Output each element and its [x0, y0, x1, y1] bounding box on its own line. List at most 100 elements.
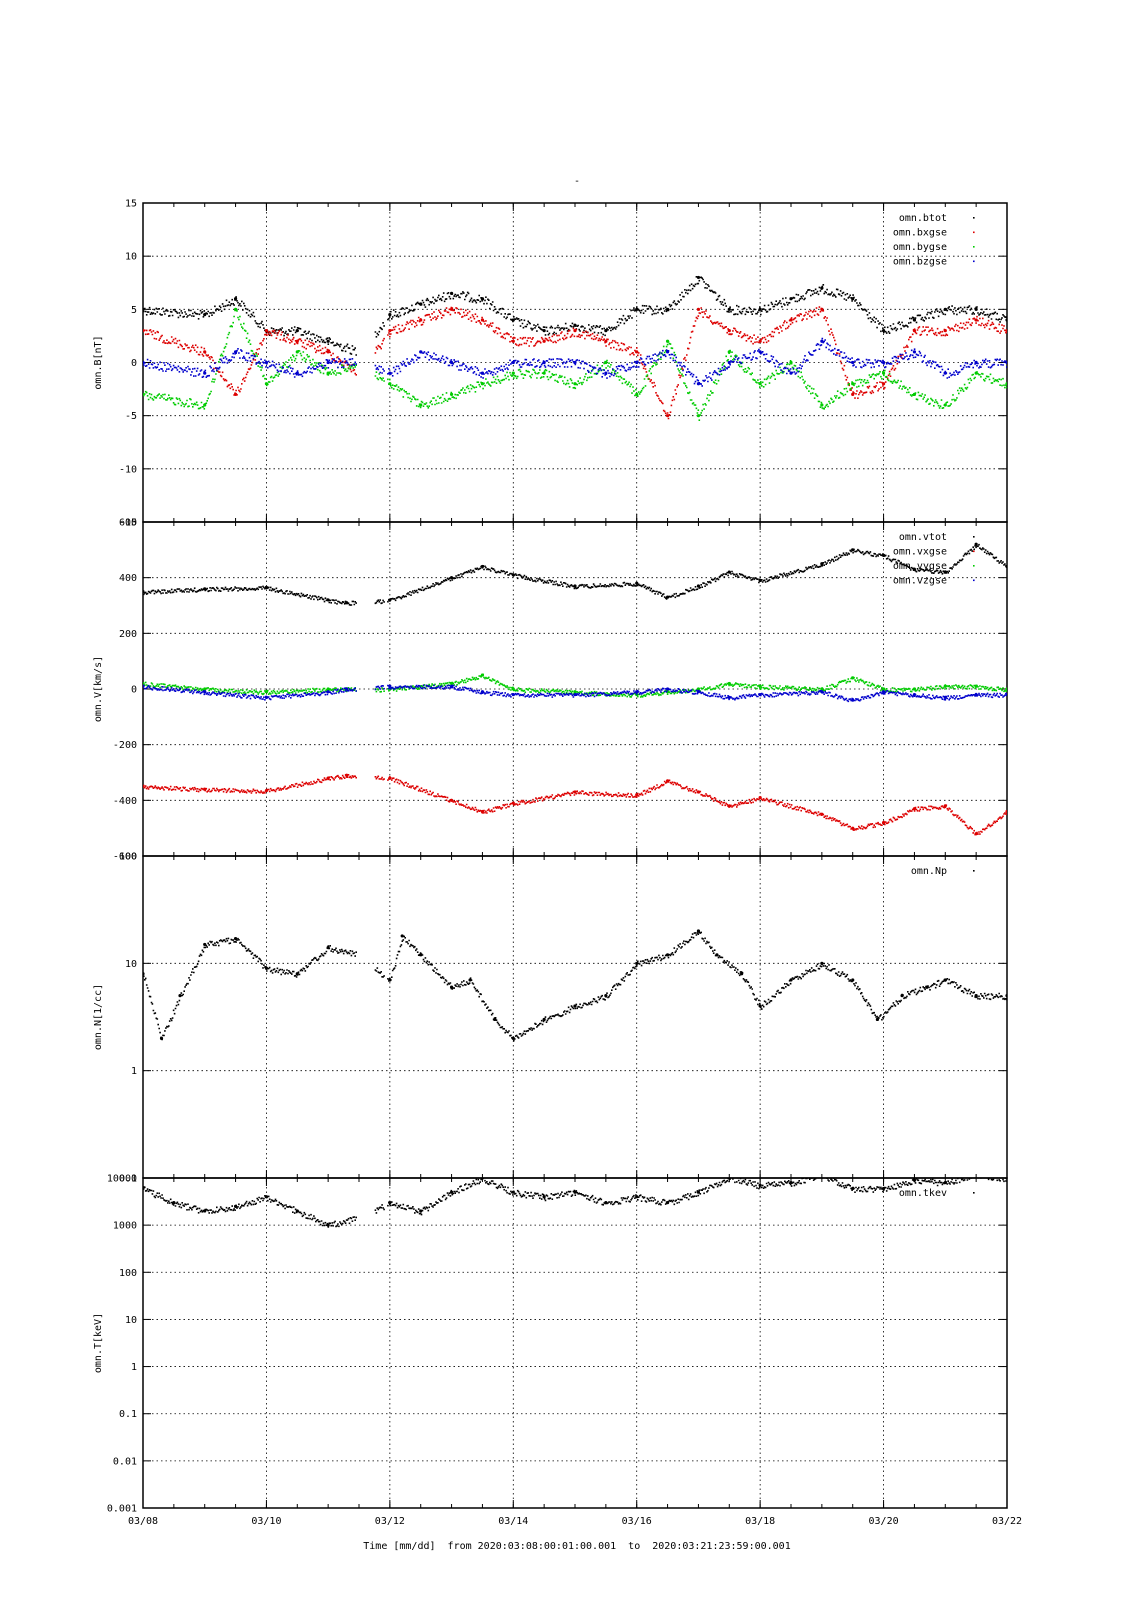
- y-tick-label: 0: [131, 685, 137, 696]
- data-point: [851, 978, 855, 982]
- legend-marker: [973, 579, 975, 582]
- data-point: [881, 329, 886, 333]
- data-point: [573, 323, 577, 327]
- data-point: [875, 1017, 880, 1022]
- data-point: [203, 690, 207, 694]
- data-point: [789, 978, 793, 982]
- data-point: [974, 684, 978, 688]
- data-point: [665, 595, 670, 599]
- data-point: [789, 318, 793, 322]
- data-point: [1005, 687, 1007, 691]
- data-point: [264, 1195, 269, 1199]
- data-point: [419, 953, 423, 957]
- data-point: [696, 414, 701, 418]
- data-point: [419, 403, 423, 407]
- data-point: [696, 382, 701, 386]
- data-point: [925, 985, 929, 989]
- series-omn-Np: [143, 929, 1007, 1042]
- data-point: [233, 392, 238, 396]
- data-point: [172, 1201, 176, 1205]
- data-point: [264, 382, 269, 386]
- data-point: [758, 307, 762, 311]
- data-point: [912, 1178, 917, 1182]
- data-point: [1005, 564, 1007, 569]
- y-tick-label: 1: [131, 1066, 137, 1077]
- data-point: [943, 403, 947, 407]
- data-point: [758, 339, 762, 343]
- data-point: [820, 687, 824, 691]
- series-points: [143, 774, 1007, 836]
- y-tick-label: -5: [125, 411, 137, 422]
- data-point: [758, 1183, 762, 1187]
- data-point: [203, 1209, 207, 1213]
- time-axis-footer-label: Time [mm/dd] from 2020:03:08:00:01:00.00…: [363, 1541, 790, 1552]
- legend-marker: [973, 1192, 975, 1194]
- data-point: [542, 371, 546, 375]
- legend-marker: [973, 536, 975, 538]
- data-point: [345, 773, 349, 777]
- data-point: [419, 350, 423, 354]
- data-point: [881, 360, 886, 365]
- data-point: [727, 1178, 731, 1180]
- data-point: [511, 801, 515, 805]
- data-point: [974, 542, 978, 546]
- panels-group: -15-10-5051015omn.B[nT]omn.btotomn.bxgse…: [93, 199, 1008, 1515]
- data-point: [480, 673, 485, 677]
- data-point: [388, 598, 392, 602]
- y-tick-label: 100: [119, 1268, 137, 1279]
- data-point: [449, 681, 454, 686]
- data-point: [665, 307, 670, 311]
- data-point: [480, 564, 485, 569]
- data-point: [635, 360, 639, 365]
- data-point: [665, 339, 670, 343]
- data-point: [203, 403, 207, 407]
- data-point: [727, 350, 731, 354]
- y-tick-label: -400: [113, 796, 137, 807]
- data-point: [974, 994, 978, 998]
- time-tick-label: 03/22: [992, 1516, 1022, 1527]
- y-tick-label: 10: [125, 959, 137, 970]
- data-point: [943, 695, 947, 699]
- data-point: [665, 687, 670, 691]
- data-point: [233, 1204, 238, 1208]
- series-omn-vtot: [143, 542, 1007, 606]
- data-point: [1005, 382, 1007, 386]
- data-point: [511, 1190, 515, 1194]
- series-omn-vygse: [143, 673, 1007, 698]
- data-point: [388, 1201, 392, 1205]
- data-point: [912, 329, 917, 333]
- data-point: [851, 1186, 855, 1191]
- series-omn-vzgse: [143, 684, 1007, 703]
- panel-2: -600 -400 -200 0 200 400 600 omn.V[km/s] omn.vto…: [93, 518, 1008, 863]
- data-point: [635, 350, 639, 354]
- data-point: [449, 307, 454, 311]
- data-point: [233, 350, 238, 354]
- legend-label: omn.bxgse: [893, 228, 947, 239]
- data-point: [696, 790, 701, 794]
- y-tick-label: -200: [113, 740, 137, 751]
- data-point: [851, 297, 855, 301]
- data-point: [573, 382, 577, 386]
- data-point: [449, 576, 454, 580]
- data-point: [974, 692, 978, 697]
- data-point: [388, 313, 392, 317]
- y-tick-label: 200: [119, 629, 137, 640]
- series-omn-bzgse: [143, 337, 1007, 387]
- data-point: [480, 318, 485, 322]
- data-point: [511, 339, 515, 343]
- data-point: [727, 570, 731, 574]
- data-point: [851, 698, 855, 702]
- data-point: [419, 302, 423, 306]
- data-point: [449, 985, 454, 989]
- data-point: [388, 684, 392, 688]
- data-point: [789, 371, 793, 375]
- data-point: [480, 690, 485, 694]
- panel-4: 0.001 0.01 0.1 1 10 100 1000 10000 omn.T[keV] omn…: [93, 1174, 1008, 1515]
- data-point: [635, 307, 639, 311]
- data-point: [143, 1186, 145, 1191]
- time-tick-label: 03/14: [498, 1516, 528, 1527]
- data-point: [851, 382, 855, 386]
- legend-label: omn.tkev: [899, 1188, 947, 1199]
- data-point: [1005, 360, 1007, 365]
- data-point: [326, 687, 330, 691]
